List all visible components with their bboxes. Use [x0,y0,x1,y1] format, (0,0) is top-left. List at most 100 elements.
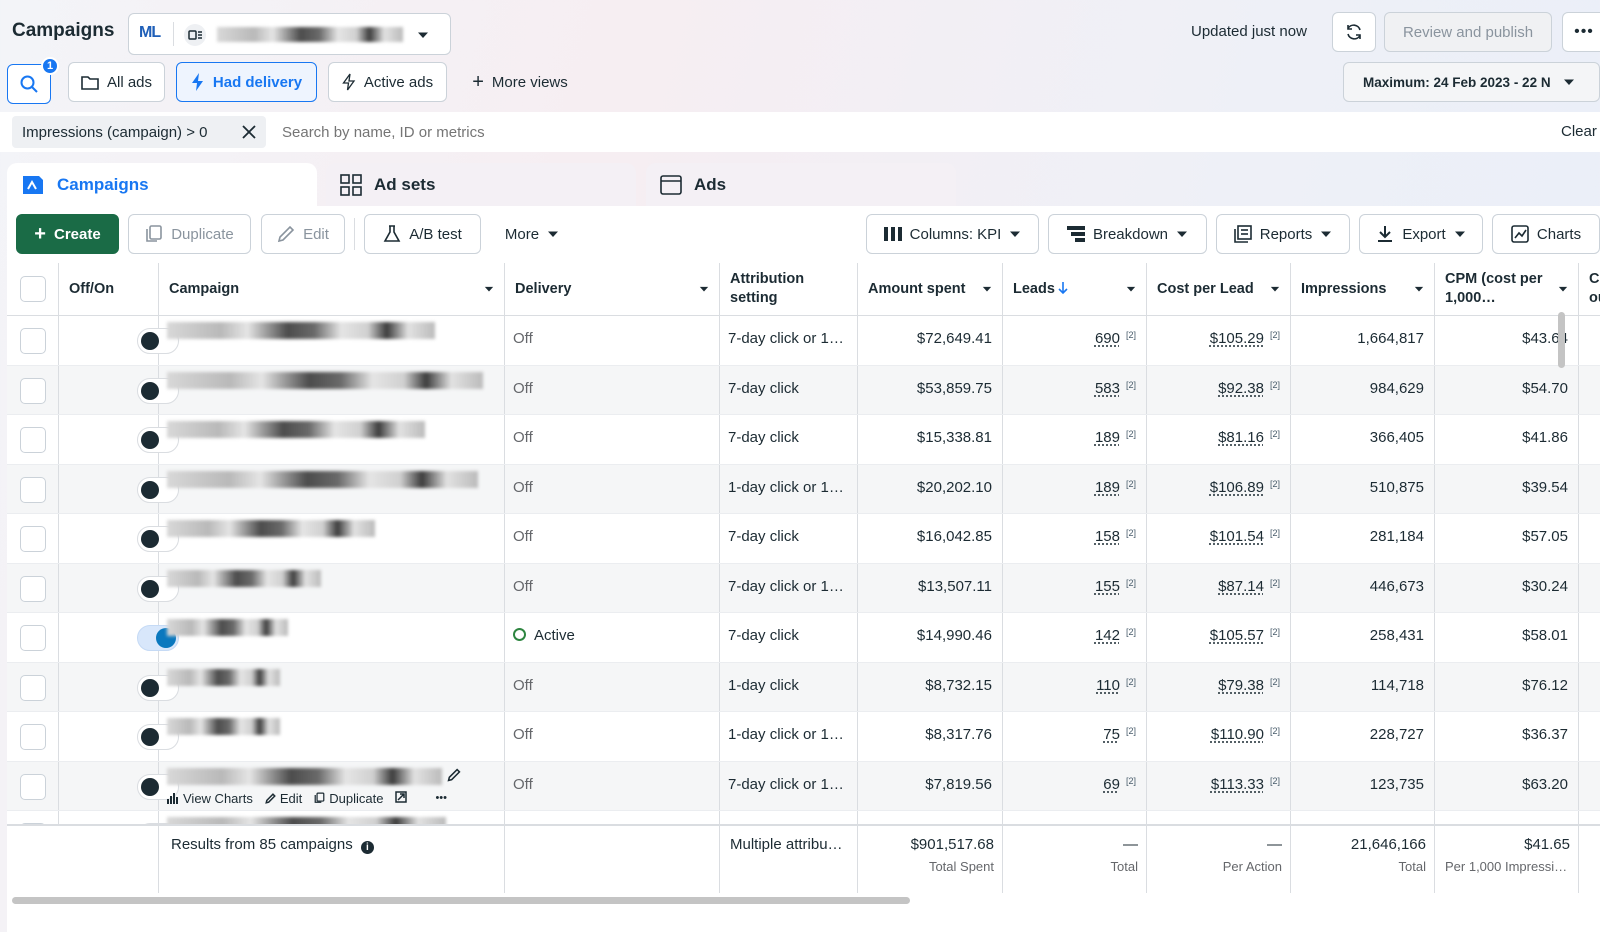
search-input[interactable] [282,116,1482,148]
horizontal-scrollbar[interactable] [12,897,910,904]
tab-ads[interactable]: Ads [646,163,956,207]
campaign-name-redacted[interactable] [167,520,375,537]
view-all-ads[interactable]: All ads [68,62,165,102]
leads-value[interactable]: 158 [1094,528,1120,545]
cost-per-lead-value[interactable]: $105.29 [1209,330,1264,347]
row-checkbox[interactable] [20,328,46,354]
campaign-toggle[interactable] [137,476,179,503]
refresh-button[interactable] [1332,12,1376,52]
leads-value[interactable]: 155 [1094,577,1120,595]
table-row[interactable]: Off 7-day click or 1… $13,507.11 155 [2] $87.… [7,563,1600,613]
tab-ad-sets[interactable]: Ad sets [326,163,636,207]
more-views-button[interactable]: + More views [458,62,582,102]
column-header-attribution[interactable]: Attribution setting [720,263,858,316]
clear-filters-link[interactable]: Clear [1561,123,1597,140]
cost-per-lead-value[interactable]: $81.16 [1218,429,1264,446]
view-had-delivery[interactable]: Had delivery [176,62,317,102]
info-icon[interactable]: i [360,841,374,854]
table-row[interactable]: Off 1-day click or 1… $8,317.76 75 [2] $110.9… [7,712,1600,762]
column-header-cost-per-lead[interactable]: Cost per Lead [1147,263,1291,316]
chevron-down-icon[interactable] [699,284,709,294]
leads-value[interactable]: 583 [1094,379,1120,397]
campaign-toggle[interactable] [137,625,179,651]
more-icon[interactable]: ••• [435,792,448,804]
chevron-down-icon[interactable] [1270,284,1280,294]
campaign-name-redacted[interactable] [167,767,442,785]
campaign-name-redacted[interactable] [167,322,435,339]
ab-test-button[interactable]: A/B test [364,214,481,254]
row-checkbox[interactable] [20,625,46,651]
campaign-name-redacted[interactable] [167,470,478,488]
breakdown-button[interactable]: Breakdown [1048,214,1207,254]
open-external-icon[interactable] [395,790,408,806]
table-row[interactable]: Active 7-day click $14,990.46 142 [2] $105.57… [7,613,1600,663]
row-checkbox[interactable] [20,427,46,453]
campaign-name-redacted[interactable] [167,371,483,389]
campaign-name-redacted[interactable] [167,668,280,686]
cost-per-lead-value[interactable]: $105.57 [1209,627,1264,644]
more-options-button[interactable]: ••• [1562,12,1600,52]
campaign-name-redacted[interactable] [167,718,280,735]
campaign-name-redacted[interactable] [167,619,288,636]
more-button[interactable]: More [492,214,572,254]
cost-per-lead-value[interactable]: $110.90 [1210,726,1264,743]
chevron-down-icon[interactable] [484,284,494,294]
row-checkbox[interactable] [20,773,46,800]
campaign-name-redacted[interactable] [167,421,425,438]
cost-per-lead-value[interactable]: $101.54 [1209,528,1264,545]
row-checkbox[interactable] [20,575,46,602]
cost-per-lead-value[interactable]: $106.89 [1209,478,1264,496]
row-checkbox[interactable] [20,476,46,503]
column-header-off-on[interactable]: Off/On [59,263,159,316]
column-header-delivery[interactable]: Delivery [505,263,720,316]
export-button[interactable]: Export [1359,214,1483,254]
row-checkbox[interactable] [20,724,46,750]
column-header-amount-spent[interactable]: Amount spent [858,263,1003,316]
column-header-impressions[interactable]: Impressions [1291,263,1435,316]
leads-value[interactable]: 690 [1094,330,1120,347]
edit-button[interactable]: Edit [261,214,345,254]
table-row[interactable]: Off 7-day click $16,042.85 158 [2] $101.54 [2]… [7,514,1600,564]
account-selector[interactable]: ML [128,13,451,55]
duplicate-button[interactable]: Duplicate [128,214,251,254]
date-range-picker[interactable]: Maximum: 24 Feb 2023 - 22 N [1343,62,1600,102]
chevron-down-icon[interactable] [982,284,992,294]
cost-per-lead-value[interactable]: $92.38 [1218,379,1264,397]
cost-per-lead-value[interactable]: $79.38 [1218,676,1264,694]
vertical-scrollbar[interactable] [1558,312,1565,368]
column-header-truncated[interactable]: Co out [1579,263,1600,316]
view-active-ads[interactable]: Active ads [328,62,447,102]
close-icon[interactable] [242,125,256,139]
columns-button[interactable]: Columns: KPI [866,214,1039,254]
review-publish-button[interactable]: Review and publish [1384,12,1552,52]
column-header-cpm[interactable]: CPM (cost per 1,000… [1435,263,1579,316]
select-all-checkbox[interactable] [20,276,46,302]
reports-button[interactable]: Reports [1216,214,1350,254]
table-row[interactable]: Off 7-day click or 1… $72,649.41 690 [2] $105… [7,316,1600,366]
campaign-name-redacted[interactable] [167,569,321,587]
chevron-down-icon[interactable] [1414,284,1424,294]
campaign-toggle[interactable] [137,377,179,404]
column-header-leads[interactable]: Leads [1003,263,1147,316]
leads-value[interactable]: 110 [1096,676,1120,694]
table-row[interactable]: Off 7-day click $53,859.75 583 [2] $92.38 [2] 9… [7,365,1600,415]
create-button[interactable]: + Create [16,214,119,254]
row-checkbox[interactable] [20,674,46,701]
row-checkbox[interactable] [20,377,46,404]
cost-per-lead-value[interactable]: $113.33 [1210,775,1264,793]
table-row[interactable]: View Charts Edit Duplicate ••• Off 7-day clic… [7,761,1600,811]
leads-value[interactable]: 189 [1094,429,1120,446]
tab-campaigns[interactable]: Campaigns [7,163,317,207]
table-row[interactable]: Off 1-day click or 1… $20,202.10 189 [2] $106… [7,464,1600,514]
cost-per-lead-value[interactable]: $87.14 [1218,577,1264,595]
filter-chip[interactable]: Impressions (campaign) > 0 [12,116,266,148]
pencil-icon[interactable] [447,767,461,782]
table-row[interactable]: Off 7-day click $15,338.81 189 [2] $81.16 [2] 3… [7,415,1600,465]
row-checkbox[interactable] [20,526,46,552]
leads-value[interactable]: 69 [1103,775,1120,793]
charts-button[interactable]: Charts [1492,214,1600,254]
chevron-down-icon[interactable] [1126,284,1136,294]
edit-action[interactable]: Edit [265,791,302,806]
column-header-campaign[interactable]: Campaign [159,263,505,316]
leads-value[interactable]: 189 [1094,478,1120,496]
